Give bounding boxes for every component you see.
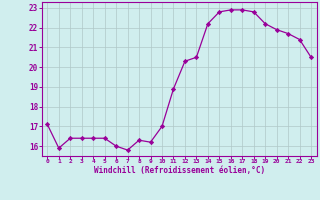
X-axis label: Windchill (Refroidissement éolien,°C): Windchill (Refroidissement éolien,°C) <box>94 166 265 175</box>
